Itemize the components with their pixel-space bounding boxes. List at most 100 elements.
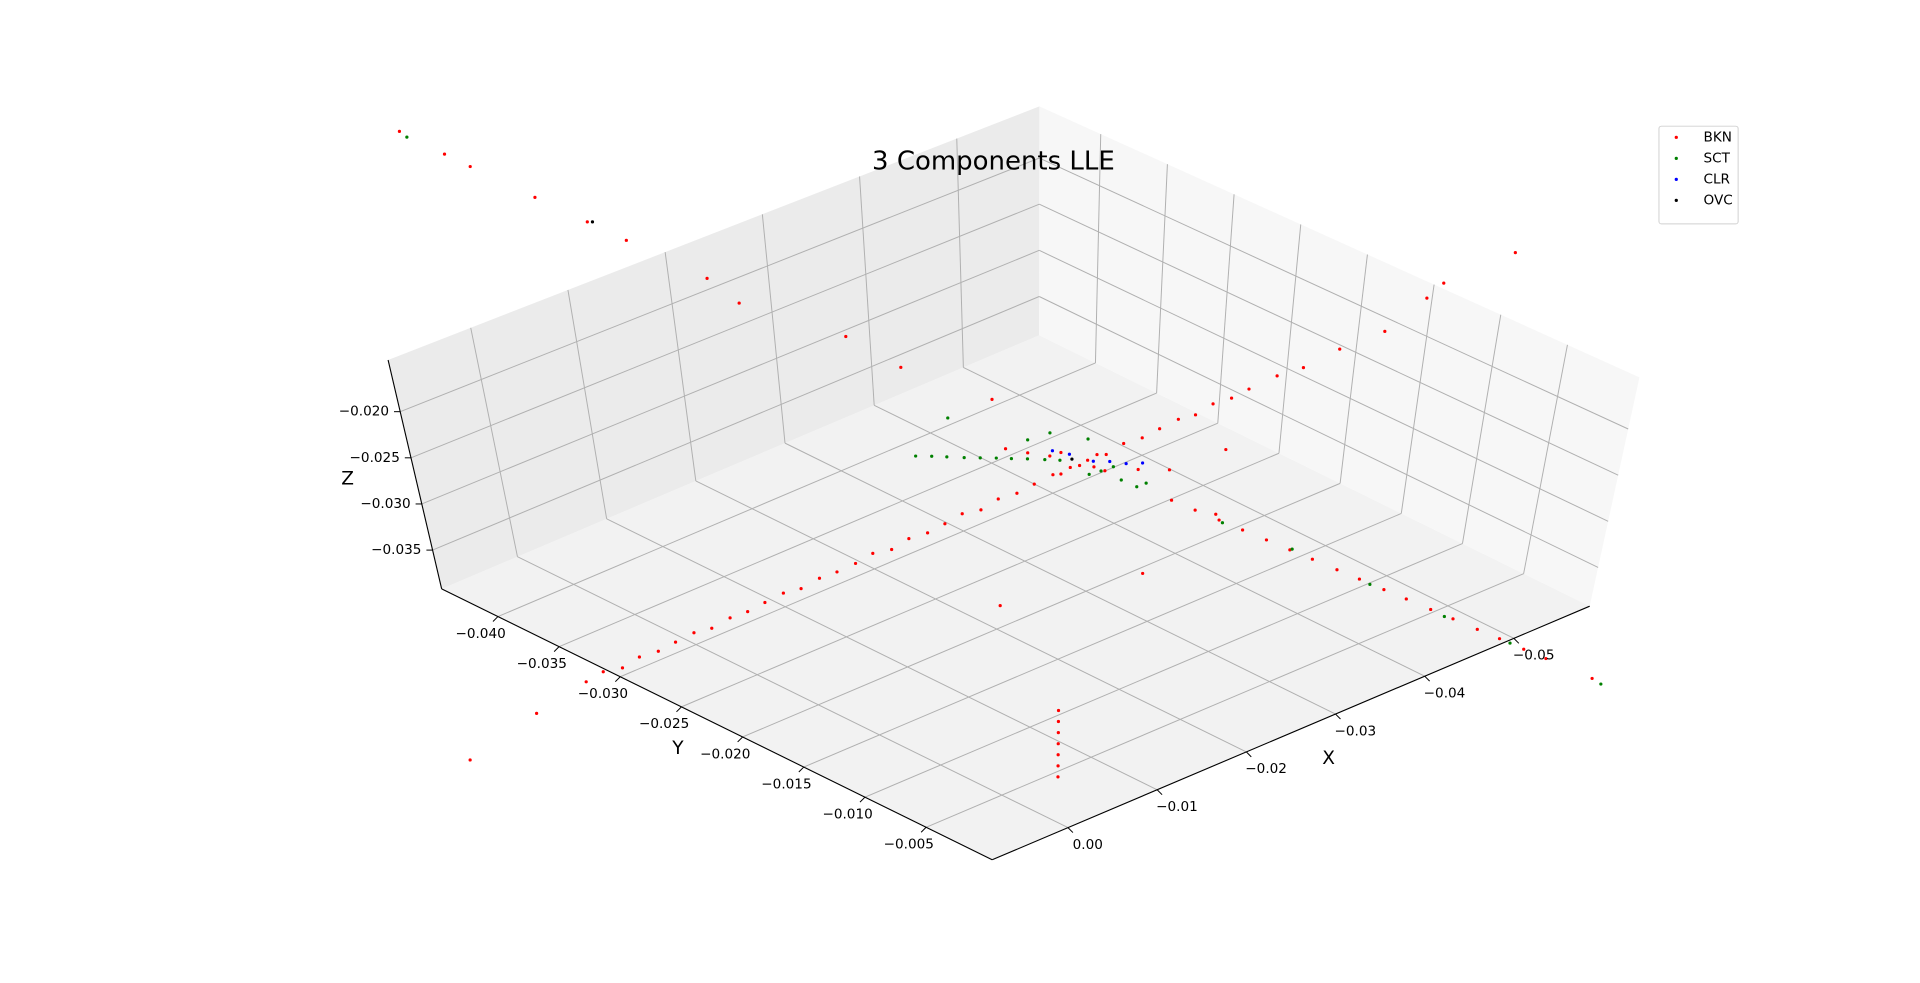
- point: [1338, 347, 1342, 351]
- point: [890, 547, 894, 552]
- point: [1275, 374, 1279, 378]
- point: [705, 276, 709, 281]
- point: [1497, 637, 1502, 641]
- x-axis: [991, 605, 1590, 861]
- point: [1451, 617, 1455, 621]
- point: [442, 152, 447, 156]
- point: [1056, 742, 1060, 746]
- point: [1141, 461, 1145, 465]
- point: [534, 711, 539, 715]
- grid-line: [620, 422, 1218, 678]
- grid-line: [859, 176, 875, 406]
- point: [1247, 387, 1251, 391]
- grid-line: [956, 138, 964, 368]
- point: [1167, 468, 1172, 472]
- point: [978, 456, 982, 460]
- y-axis-label: Y: [671, 738, 684, 759]
- x-tick: [1513, 638, 1520, 644]
- grid-line: [1523, 344, 1568, 574]
- point: [1124, 462, 1128, 466]
- point: [1590, 676, 1594, 681]
- grid-line: [421, 249, 1040, 505]
- axes: [387, 359, 1590, 861]
- point: [1211, 402, 1215, 406]
- legend-marker: [1674, 198, 1678, 203]
- point: [835, 570, 839, 574]
- point: [1009, 457, 1014, 461]
- point: [781, 591, 785, 595]
- point: [1003, 447, 1008, 451]
- point: [1056, 731, 1060, 735]
- y-tick-label: −0.025: [639, 716, 689, 732]
- point: [945, 455, 949, 459]
- points: [397, 129, 1603, 779]
- point: [1425, 296, 1429, 300]
- grid-line: [1039, 203, 1619, 476]
- point: [1475, 627, 1479, 631]
- point: [844, 334, 848, 339]
- y-tick: [676, 706, 682, 713]
- grid: [400, 134, 1629, 829]
- z-tick-label: −0.030: [360, 496, 410, 512]
- point: [1048, 431, 1052, 435]
- point: [746, 609, 750, 614]
- grid-line: [400, 157, 1040, 413]
- point: [1067, 452, 1072, 456]
- x-tick-label: −0.03: [1334, 723, 1376, 739]
- grid-line: [1461, 314, 1502, 544]
- point: [468, 758, 472, 762]
- point: [1599, 682, 1603, 686]
- z-tick-label: −0.020: [339, 404, 389, 420]
- point: [1048, 454, 1052, 458]
- point: [1092, 465, 1096, 469]
- y-tick: [614, 676, 621, 683]
- point: [673, 640, 678, 644]
- point: [1026, 438, 1030, 442]
- point: [930, 454, 934, 458]
- point: [1051, 473, 1055, 477]
- grid-line: [695, 480, 1247, 753]
- grid-line: [517, 556, 1069, 829]
- grid-line: [963, 366, 1515, 639]
- point: [737, 301, 741, 305]
- grid-line: [410, 203, 1040, 459]
- grid-line: [558, 392, 1157, 648]
- x-tick: [1335, 713, 1341, 720]
- point: [533, 195, 537, 200]
- grid-line: [803, 513, 1402, 768]
- grid-line: [742, 482, 1341, 738]
- grid-line: [1039, 157, 1629, 430]
- point: [1442, 281, 1446, 285]
- point: [1086, 458, 1090, 462]
- point: [979, 508, 983, 512]
- grid-line: [1339, 254, 1368, 484]
- point: [1220, 521, 1225, 525]
- point: [1335, 568, 1339, 572]
- point: [1099, 469, 1103, 473]
- z-axis: [387, 359, 443, 589]
- point: [1104, 452, 1108, 457]
- floor-pane: [441, 335, 1590, 860]
- chart-title: 3 Components LLE: [872, 147, 1115, 177]
- legend-marker: [1674, 156, 1678, 160]
- point: [601, 670, 605, 674]
- point: [817, 576, 822, 580]
- point: [1193, 413, 1198, 417]
- point: [728, 616, 732, 620]
- point: [1068, 465, 1072, 470]
- point: [710, 626, 714, 630]
- point: [1301, 365, 1306, 370]
- point: [468, 164, 472, 169]
- point: [584, 680, 588, 684]
- y-axis: [441, 588, 993, 861]
- point: [1176, 417, 1180, 421]
- legend-marker: [1674, 177, 1678, 181]
- point: [1429, 607, 1433, 612]
- point: [637, 655, 642, 659]
- point: [620, 666, 625, 670]
- point: [1513, 251, 1517, 255]
- x-axis-label: X: [1322, 748, 1335, 769]
- point: [1056, 775, 1060, 779]
- grid-line: [1400, 284, 1435, 514]
